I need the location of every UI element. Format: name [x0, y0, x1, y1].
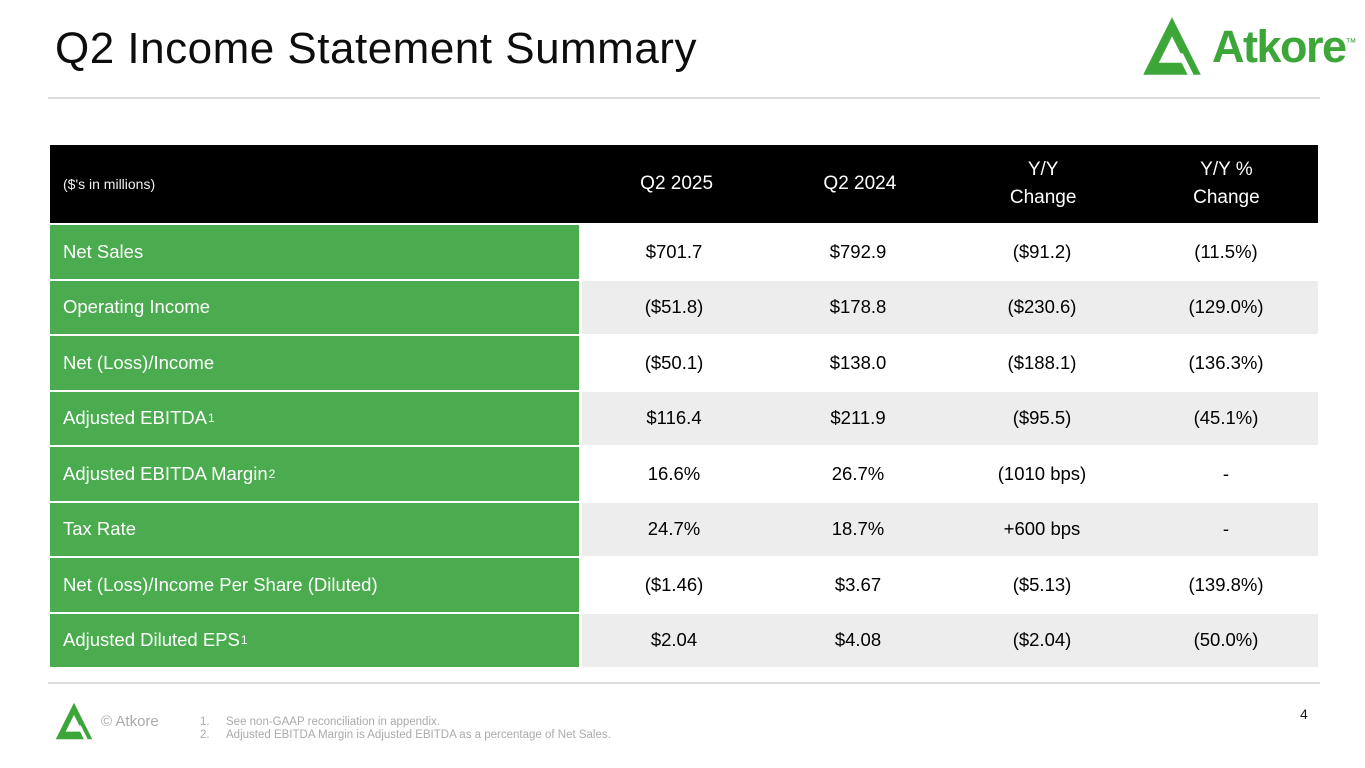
row-label: Net (Loss)/Income Per Share (Diluted): [63, 573, 378, 595]
value-cell: $792.9: [766, 225, 950, 279]
value-cell: ($2.04): [950, 613, 1134, 667]
row-label: Adjusted Diluted EPS: [63, 629, 240, 651]
value-cell: $3.67: [766, 558, 950, 612]
value-cell: (11.5%): [1134, 225, 1318, 279]
atkore-triangle-icon: [1140, 16, 1204, 81]
value-cell: ($188.1): [950, 336, 1134, 390]
trademark-symbol: ™: [1345, 37, 1357, 49]
brand-logo: Atkore™: [1140, 16, 1357, 81]
value-cell: ($230.6): [950, 280, 1134, 334]
value-cell: (129.0%): [1134, 280, 1318, 334]
row-label-cell: Operating Income: [50, 280, 582, 334]
brand-wordmark: Atkore™: [1212, 21, 1357, 72]
value-cell: ($50.1): [582, 336, 766, 390]
value-cell: $4.08: [766, 613, 950, 667]
value-cell: (1010 bps): [950, 447, 1134, 501]
table-row-operating-income: Operating Income ($51.8) $178.8 ($230.6)…: [50, 278, 1318, 334]
footnotes: 1. See non-GAAP reconciliation in appendi…: [200, 716, 611, 741]
table-row-tax-rate: Tax Rate 24.7% 18.7% +600 bps -: [50, 500, 1318, 556]
column-header-q2-2024: Q2 2024: [823, 173, 897, 195]
row-label: Operating Income: [63, 296, 211, 318]
table-row-adjusted-ebitda-margin: Adjusted EBITDA Margin 2 16.6% 26.7% (101…: [50, 445, 1318, 501]
units-note: ($'s in millions): [63, 176, 156, 192]
value-cell: (50.0%): [1134, 613, 1318, 667]
value-cell: ($5.13): [950, 558, 1134, 612]
page-number: 4: [1300, 706, 1308, 722]
value-cell: ($95.5): [950, 391, 1134, 445]
row-label-cell: Adjusted EBITDA Margin 2: [50, 447, 582, 501]
value-cell: (139.8%): [1134, 558, 1318, 612]
column-header-q2-2025: Q2 2025: [640, 173, 714, 195]
table-row-net-loss-income: Net (Loss)/Income ($50.1) $138.0 ($188.1…: [50, 334, 1318, 390]
income-statement-table: ($'s in millions) Q2 2025 Q2 2024 Y/Y Ch…: [50, 145, 1318, 667]
row-label-cell: Adjusted Diluted EPS 1: [50, 613, 582, 667]
value-cell: (136.3%): [1134, 336, 1318, 390]
value-cell: $701.7: [582, 225, 766, 279]
footer-divider: [48, 682, 1320, 684]
value-cell: $116.4: [582, 391, 766, 445]
value-cell: +600 bps: [950, 502, 1134, 556]
column-header-yy-change: Y/Y Change: [1009, 159, 1077, 208]
footnote-1: 1. See non-GAAP reconciliation in appendi…: [200, 716, 440, 728]
value-cell: $138.0: [766, 336, 950, 390]
value-cell: -: [1134, 502, 1318, 556]
row-label-cell: Tax Rate: [50, 502, 582, 556]
row-label-cell: Net (Loss)/Income Per Share (Diluted): [50, 558, 582, 612]
value-cell: ($1.46): [582, 558, 766, 612]
value-cell: $211.9: [766, 391, 950, 445]
value-cell: 16.6%: [582, 447, 766, 501]
table-row-net-sales: Net Sales $701.7 $792.9 ($91.2) (11.5%): [50, 223, 1318, 279]
value-cell: -: [1134, 447, 1318, 501]
page-title: Q2 Income Statement Summary: [55, 24, 697, 73]
value-cell: (45.1%): [1134, 391, 1318, 445]
row-label: Net Sales: [63, 240, 144, 262]
footnote-2: 2. Adjusted EBITDA Margin is Adjusted EBI…: [200, 728, 611, 741]
footer-copyright: © Atkore: [101, 713, 159, 730]
value-cell: ($91.2): [950, 225, 1134, 279]
value-cell: 24.7%: [582, 502, 766, 556]
row-label: Tax Rate: [63, 518, 137, 540]
title-divider: [48, 97, 1320, 99]
row-label: Adjusted EBITDA Margin: [63, 462, 268, 484]
row-label-cell: Net (Loss)/Income: [50, 336, 582, 390]
value-cell: ($51.8): [582, 280, 766, 334]
table-header-row: ($'s in millions) Q2 2025 Q2 2024 Y/Y Ch…: [50, 145, 1318, 223]
table-row-adjusted-diluted-eps: Adjusted Diluted EPS 1 $2.04 $4.08 ($2.04…: [50, 611, 1318, 667]
value-cell: 18.7%: [766, 502, 950, 556]
table-row-net-loss-income-per-share: Net (Loss)/Income Per Share (Diluted) ($…: [50, 556, 1318, 612]
row-label-cell: Adjusted EBITDA 1: [50, 391, 582, 445]
column-header-yy-pct-change: Y/Y % Change: [1193, 159, 1260, 208]
value-cell: $178.8: [766, 280, 950, 334]
table-row-adjusted-ebitda: Adjusted EBITDA 1 $116.4 $211.9 ($95.5) (…: [50, 389, 1318, 445]
value-cell: 26.7%: [766, 447, 950, 501]
footer-atkore-triangle-icon: [55, 702, 93, 745]
row-label: Adjusted EBITDA: [63, 407, 207, 429]
row-label: Net (Loss)/Income: [63, 351, 215, 373]
value-cell: $2.04: [582, 613, 766, 667]
row-label-cell: Net Sales: [50, 225, 582, 279]
